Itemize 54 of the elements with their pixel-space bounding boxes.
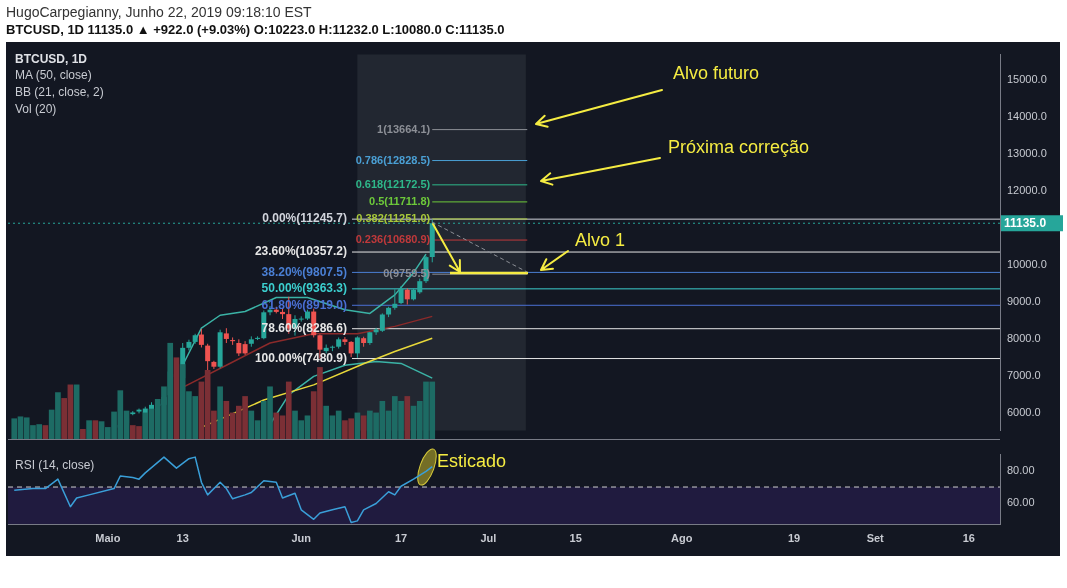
ref-line-label: 100.00%(7480.9) xyxy=(254,350,347,365)
annotation: Alvo 1 xyxy=(575,230,626,251)
y-tick-label: 10000.0 xyxy=(1007,258,1047,271)
candlestick xyxy=(198,328,204,348)
annotation: MA (50, close) xyxy=(15,68,92,82)
candlestick xyxy=(392,288,398,311)
y-tick-label: 13000.0 xyxy=(1007,147,1047,160)
ref-line-label: 50.00%(9363.3) xyxy=(261,281,347,296)
bar xyxy=(217,386,223,440)
y-tick-label: 15000.0 xyxy=(1007,73,1047,86)
ref-line-label: 0.618(12172.5) xyxy=(355,177,431,190)
ref-line-label: 0.236(10680.9) xyxy=(355,233,431,246)
candlestick xyxy=(398,285,404,305)
ref-line-label: 1(13664.1) xyxy=(377,122,431,135)
chart-subtitle: BTCUSD, 1D 11135.0 ▲ +922.0 (+9.03%) O:10223.0 H:11232.0 L:10080.0 C:11135.0 xyxy=(6,22,505,37)
annotation: Vol (20) xyxy=(15,102,57,116)
candlestick xyxy=(342,336,348,346)
x-tick-label: Jul xyxy=(480,531,497,544)
y-tick-label: 60.00 xyxy=(1007,495,1035,508)
x-tick-label: Jun xyxy=(291,531,312,544)
ref-line-label: 0.5(11711.8) xyxy=(369,194,431,207)
x-tick-label: 15 xyxy=(569,531,582,544)
annotation: RSI (14, close) xyxy=(15,458,95,472)
annotation: Próxima correção xyxy=(668,137,810,158)
x-tick-label: Set xyxy=(866,531,885,544)
ref-line-label: 23.60%(10357.2) xyxy=(254,244,347,259)
y-tick-label: 12000.0 xyxy=(1007,184,1047,197)
candlestick xyxy=(298,315,304,323)
ref-line-label: 0.00%(11245.7) xyxy=(262,211,347,226)
ref-line-label: 0.786(12828.5) xyxy=(355,153,431,166)
x-tick-label: Maio xyxy=(95,531,121,544)
bar xyxy=(173,357,180,440)
candlestick xyxy=(354,335,360,359)
y-tick-label: 80.00 xyxy=(1007,464,1035,477)
y-tick-label: 6000.0 xyxy=(1007,406,1041,419)
y-tick-label: 7000.0 xyxy=(1007,369,1041,382)
x-tick-label: 19 xyxy=(787,531,801,544)
ref-line-label: 38.20%(9807.5) xyxy=(261,264,347,279)
x-tick-label: Ago xyxy=(671,531,693,544)
annotation: Alvo futuro xyxy=(673,63,760,84)
x-tick-label: 16 xyxy=(962,531,975,544)
x-tick-label: 13 xyxy=(176,531,189,544)
bar xyxy=(404,396,411,440)
x-tick-label: 17 xyxy=(394,531,408,544)
bar xyxy=(86,420,92,440)
annotation: BB (21, close, 2) xyxy=(15,85,104,99)
annotation: Esticado xyxy=(437,451,507,472)
y-tick-label: 8000.0 xyxy=(1007,332,1041,345)
y-tick-label: 14000.0 xyxy=(1007,110,1047,123)
y-tick-label: 9000.0 xyxy=(1007,295,1041,308)
bar xyxy=(80,429,86,440)
text: HugoCarpegianny, Junho 22, 2019 09:18:10 EST xyxy=(6,4,312,20)
chart-title: BTCUSD, 1D xyxy=(15,52,88,66)
ref-line-label: 11135.0 xyxy=(1004,215,1047,230)
